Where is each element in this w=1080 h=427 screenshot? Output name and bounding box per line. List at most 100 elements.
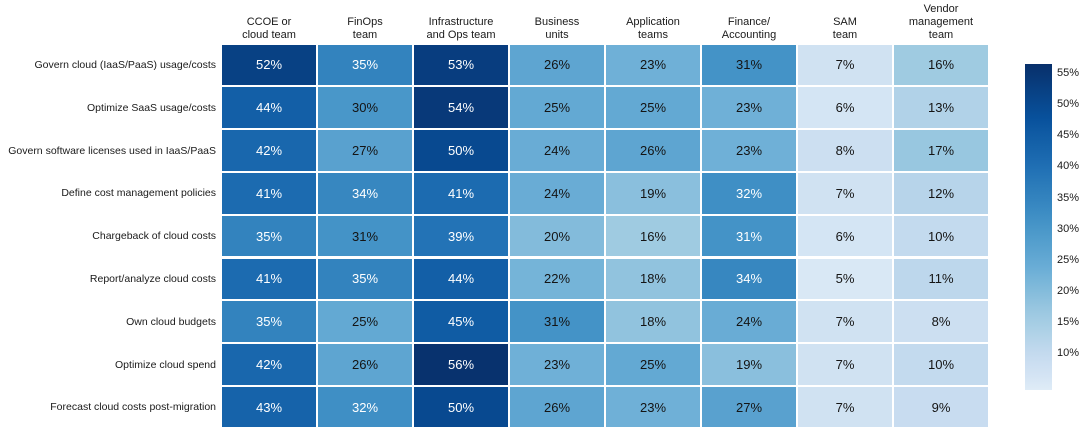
heatmap-cell: 25% [606,344,700,385]
heatmap-cell: 24% [510,172,604,214]
colorbar-tick-label: 10% [1057,346,1080,359]
column-header: CCOE or cloud team [242,16,296,42]
column-header: Application teams [626,16,680,42]
colorbar-tick-label: 45% [1057,129,1080,142]
heatmap-cell: 41% [222,258,316,300]
heatmap-cell: 30% [318,87,412,129]
colorbar-tick-label: 20% [1057,284,1080,297]
heatmap-cell: 7% [798,301,892,343]
colorbar-tick-label: 30% [1057,222,1080,235]
heatmap-cell: 7% [798,44,892,86]
heatmap-cell: 7% [798,344,892,385]
heatmap-cell: 18% [606,258,700,300]
heatmap-cell: 26% [606,130,700,171]
row-label: Define cost management policies [61,187,216,200]
heatmap-cell: 8% [894,301,988,343]
heatmap-cell: 7% [798,172,892,214]
heatmap-cell: 35% [318,44,412,86]
heatmap-cell: 32% [702,172,796,214]
heatmap-cell: 50% [414,386,508,427]
heatmap-cell: 43% [222,386,316,427]
colorbar-tick-label: 55% [1057,67,1080,80]
heatmap-cell: 10% [894,215,988,257]
heatmap-cell: 27% [702,386,796,427]
heatmap-cell: 25% [606,87,700,129]
heatmap-cell: 31% [702,215,796,257]
heatmap-cell: 32% [318,386,412,427]
heatmap-cell: 6% [798,215,892,257]
heatmap-cell: 50% [414,130,508,171]
heatmap-cell: 5% [798,258,892,300]
heatmap-cell: 31% [702,44,796,86]
heatmap-cell: 6% [798,87,892,129]
heatmap-cell: 42% [222,344,316,385]
heatmap-cell: 23% [702,87,796,129]
colorbar-tick-label: 50% [1057,98,1080,111]
heatmap-cell: 10% [894,344,988,385]
row-label: Govern software licenses used in IaaS/Pa… [8,144,216,157]
column-header: Infrastructure and Ops team [426,16,496,42]
colorbar [1025,64,1052,390]
heatmap-cell: 27% [318,130,412,171]
heatmap-cell: 35% [318,258,412,300]
heatmap-cell: 16% [606,215,700,257]
heatmap-cell: 26% [318,344,412,385]
heatmap-cell: 16% [894,44,988,86]
heatmap-cell: 54% [414,87,508,129]
row-label: Optimize cloud spend [115,358,216,371]
heatmap-cell: 31% [318,215,412,257]
heatmap-cell: 17% [894,130,988,171]
heatmap-cell: 25% [510,87,604,129]
row-label: Own cloud budgets [126,315,216,328]
heatmap-cell: 31% [510,301,604,343]
heatmap-cell: 34% [702,258,796,300]
row-label: Govern cloud (IaaS/PaaS) usage/costs [34,58,216,71]
row-label: Optimize SaaS usage/costs [87,101,216,114]
column-header: Finance/ Accounting [721,16,777,42]
heatmap-cell: 20% [510,215,604,257]
heatmap-cell: 25% [318,301,412,343]
heatmap-cell: 18% [606,301,700,343]
heatmap-cell: 13% [894,87,988,129]
heatmap-cell: 41% [222,172,316,214]
heatmap-cell: 12% [894,172,988,214]
column-header: Vendor management team [908,3,974,42]
column-header: SAM team [832,16,858,42]
heatmap-cell: 9% [894,386,988,427]
heatmap-cell: 42% [222,130,316,171]
heatmap-cell: 19% [702,344,796,385]
heatmap-cell: 23% [606,44,700,86]
row-label: Report/analyze cloud costs [89,272,216,285]
row-label: Forecast cloud costs post-migration [50,401,216,414]
column-header: Business units [534,16,580,42]
colorbar-tick-label: 25% [1057,253,1080,266]
heatmap-cell: 53% [414,44,508,86]
column-header: FinOps team [347,16,383,42]
heatmap-cell: 23% [702,130,796,171]
heatmap-cell: 8% [798,130,892,171]
heatmap-cell: 22% [510,258,604,300]
heatmap-cell: 52% [222,44,316,86]
heatmap-cell: 56% [414,344,508,385]
heatmap-cell: 26% [510,386,604,427]
heatmap-cell: 19% [606,172,700,214]
heatmap-cell: 41% [414,172,508,214]
heatmap-cell: 44% [222,87,316,129]
heatmap-cell: 26% [510,44,604,86]
heatmap-cell: 39% [414,215,508,257]
colorbar-tick-label: 35% [1057,191,1080,204]
colorbar-tick-label: 40% [1057,160,1080,173]
heatmap-cell: 45% [414,301,508,343]
row-label: Chargeback of cloud costs [92,230,216,243]
colorbar-tick-label: 15% [1057,315,1080,328]
heatmap-cell: 34% [318,172,412,214]
heatmap-cell: 35% [222,301,316,343]
heatmap-cell: 23% [606,386,700,427]
heatmap-cell: 24% [510,130,604,171]
heatmap-cell: 35% [222,215,316,257]
heatmap-cell: 23% [510,344,604,385]
heatmap-cell: 44% [414,258,508,300]
heatmap-cell: 24% [702,301,796,343]
heatmap-cell: 7% [798,386,892,427]
